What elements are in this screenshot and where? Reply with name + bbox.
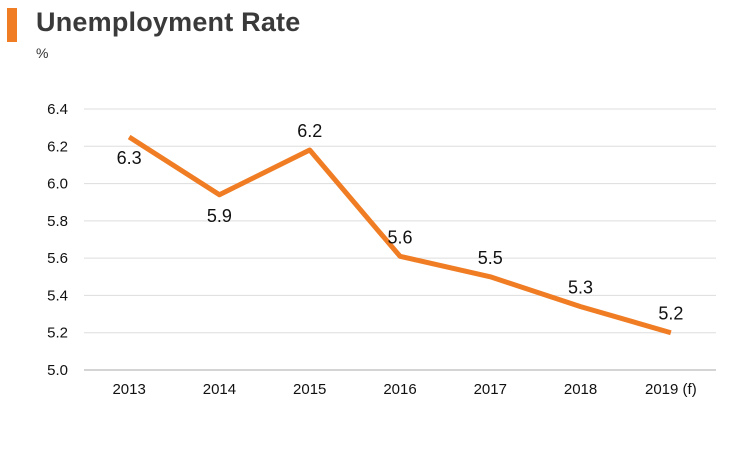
data-label: 5.3 (568, 278, 593, 298)
data-label: 5.9 (207, 206, 232, 226)
y-tick-label: 6.0 (47, 176, 68, 193)
y-tick-label: 5.6 (47, 250, 68, 267)
chart-title: Unemployment Rate (36, 7, 301, 37)
data-label: 5.5 (478, 248, 503, 268)
x-tick-label: 2019 (f) (645, 381, 697, 398)
data-label: 5.2 (658, 304, 683, 324)
x-tick-label: 2017 (474, 381, 507, 398)
y-tick-label: 5.0 (47, 362, 68, 379)
x-tick-label: 2018 (564, 381, 597, 398)
x-tick-label: 2014 (203, 381, 236, 398)
unit-label: % (36, 45, 49, 61)
title-accent-bar (7, 8, 17, 42)
data-label: 6.3 (117, 148, 142, 168)
y-tick-label: 5.4 (47, 287, 68, 304)
data-label: 6.2 (297, 121, 322, 141)
y-tick-label: 6.4 (47, 101, 68, 118)
y-tick-label: 6.2 (47, 138, 68, 155)
series-line (127, 134, 672, 336)
data-label: 5.6 (387, 227, 412, 247)
x-tick-label: 2016 (383, 381, 416, 398)
y-tick-label: 5.2 (47, 325, 68, 342)
x-tick-label: 2013 (112, 381, 145, 398)
y-tick-label: 5.8 (47, 213, 68, 230)
x-tick-label: 2015 (293, 381, 326, 398)
